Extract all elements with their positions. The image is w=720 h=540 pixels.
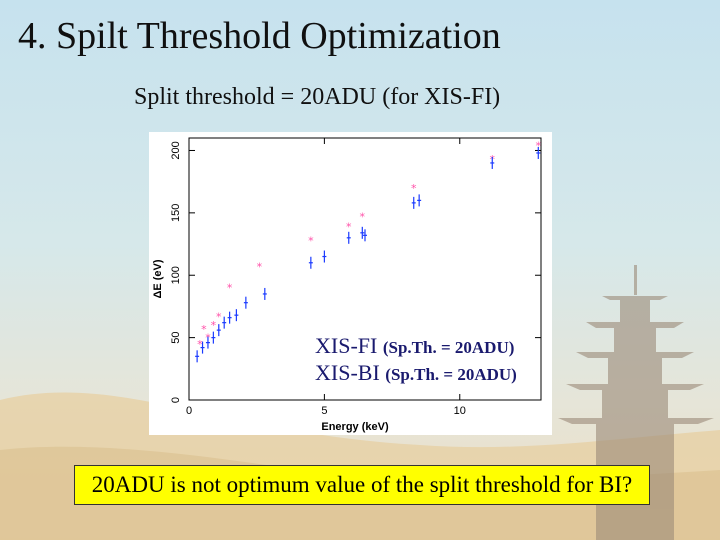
callout-box: 20ADU is not optimum value of the split … xyxy=(74,465,650,505)
bi-point-18 xyxy=(536,146,541,159)
plot-image: 0 5 10 0 50 100 150 200 Energy (keV) ΔE (eV) * * * * *… xyxy=(149,132,552,435)
bi-point-11 xyxy=(322,250,327,263)
bi-point-15 xyxy=(411,196,416,209)
bi-point-5 xyxy=(222,316,227,329)
legend-entry-fi: XIS-FI (Sp.Th. = 20ADU) xyxy=(315,333,514,359)
slide-subtitle: Split threshold = 20ADU (for XIS-FI) xyxy=(134,84,501,110)
fi-point-4: * xyxy=(216,310,222,323)
fi-point-12: * xyxy=(536,139,542,152)
bi-point-2 xyxy=(205,336,210,349)
fi-point-3: * xyxy=(211,319,217,332)
bi-point-4 xyxy=(216,324,221,337)
fi-point-9: * xyxy=(360,211,366,224)
legend-bi-note: (Sp.Th. = 20ADU) xyxy=(385,365,517,384)
y-tick-label-1: 50 xyxy=(170,331,182,343)
fi-point-6: * xyxy=(257,261,263,274)
y-tick-label-4: 200 xyxy=(170,141,182,159)
fi-point-5: * xyxy=(227,282,233,295)
fi-point-0: * xyxy=(197,338,203,351)
y-tick-label-2: 100 xyxy=(170,266,182,284)
fi-point-8: * xyxy=(346,221,352,234)
y-tick-label-3: 150 xyxy=(170,204,182,222)
plot-frame xyxy=(188,137,542,401)
bi-point-17 xyxy=(490,156,495,169)
legend-fi-note: (Sp.Th. = 20ADU) xyxy=(382,338,515,357)
bi-point-8 xyxy=(243,296,248,309)
x-tick-label-1: 5 xyxy=(321,405,327,417)
bi-point-3 xyxy=(211,331,216,344)
legend-entry-bi: XIS-BI (Sp.Th. = 20ADU) xyxy=(315,360,517,386)
bi-point-13 xyxy=(360,226,365,239)
x-tick-label-0: 0 xyxy=(186,405,192,417)
fi-point-10: * xyxy=(411,182,417,195)
legend-bi-label: XIS-BI xyxy=(315,360,380,385)
bi-point-12 xyxy=(346,231,351,244)
y-tick-label-0: 0 xyxy=(170,397,182,403)
bi-point-14 xyxy=(363,229,367,242)
bi-point-7 xyxy=(234,309,239,322)
slide-title: 4. Spilt Threshold Optimization xyxy=(18,15,501,57)
y-axis-label: ΔE (eV) xyxy=(152,259,164,298)
bi-point-1 xyxy=(200,341,205,354)
fi-point-7: * xyxy=(308,234,314,247)
x-axis-label: Energy (keV) xyxy=(321,421,389,433)
bi-point-10 xyxy=(308,256,313,269)
fi-point-1: * xyxy=(201,323,207,336)
bi-point-0 xyxy=(195,350,200,363)
x-tick-label-2: 10 xyxy=(454,405,466,417)
legend-fi-label: XIS-FI xyxy=(315,333,378,358)
bi-point-9 xyxy=(262,287,267,300)
bi-point-16 xyxy=(417,194,422,207)
bi-point-6 xyxy=(227,311,232,324)
